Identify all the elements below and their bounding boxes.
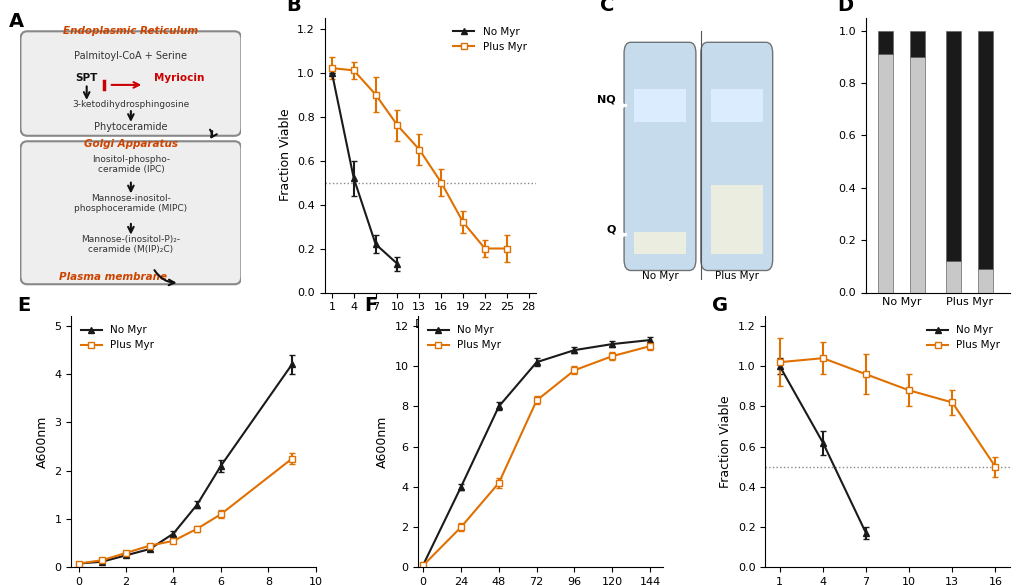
Text: Q: Q [606, 224, 615, 234]
Text: 3-ketodihydrosphingosine: 3-ketodihydrosphingosine [72, 100, 190, 109]
Text: G: G [711, 296, 728, 315]
Bar [877, 54, 893, 292]
Text: Myriocin: Myriocin [154, 73, 205, 82]
Text: C: C [599, 0, 613, 15]
Legend: No Myr, Plus Myr: No Myr, Plus Myr [448, 23, 530, 56]
Text: Plus Myr: Plus Myr [714, 271, 758, 281]
FancyBboxPatch shape [624, 42, 695, 270]
Bar [977, 30, 993, 269]
Text: Golgi Apparatus: Golgi Apparatus [84, 139, 177, 149]
Bar [877, 30, 893, 54]
Text: F: F [365, 296, 377, 315]
FancyBboxPatch shape [710, 89, 762, 122]
Bar [946, 30, 961, 261]
Y-axis label: A600nm: A600nm [376, 415, 388, 468]
Text: Plasma membrane: Plasma membrane [59, 271, 167, 281]
Bar [909, 30, 924, 57]
Text: Mannose-(inositol-P)₂-
ceramide (M(IP)₂C): Mannose-(inositol-P)₂- ceramide (M(IP)₂C… [82, 235, 180, 254]
Text: Inositol-phospho-
ceramide (IPC): Inositol-phospho- ceramide (IPC) [92, 155, 170, 174]
X-axis label: Days: Days [415, 318, 445, 331]
Bar [909, 57, 924, 292]
Y-axis label: A600nm: A600nm [36, 415, 49, 468]
FancyBboxPatch shape [633, 89, 686, 122]
Legend: No Myr, Plus Myr: No Myr, Plus Myr [76, 321, 158, 355]
Text: Phytoceramide: Phytoceramide [94, 122, 167, 132]
Text: E: E [17, 296, 31, 315]
Legend: No Myr, Plus Myr: No Myr, Plus Myr [922, 321, 1004, 355]
Y-axis label: Fraction Viable: Fraction Viable [278, 109, 291, 201]
Text: D: D [836, 0, 852, 15]
Text: NQ: NQ [597, 95, 615, 105]
Bar [946, 261, 961, 292]
Text: A: A [9, 12, 24, 31]
Text: Palmitoyl-CoA + Serine: Palmitoyl-CoA + Serine [74, 50, 187, 60]
FancyBboxPatch shape [710, 185, 762, 254]
FancyBboxPatch shape [700, 42, 772, 270]
Legend: □ NQ cells, ■ Q cells: □ NQ cells, ■ Q cells [863, 368, 1011, 384]
Text: No Myr: No Myr [641, 271, 678, 281]
Text: Endoplasmic Reticulum: Endoplasmic Reticulum [63, 26, 199, 36]
Text: SPT: SPT [75, 73, 98, 82]
Y-axis label: Fraction Viable: Fraction Viable [718, 395, 732, 488]
FancyBboxPatch shape [20, 142, 242, 284]
Text: Mannose-inositol-
phosphoceramide (MIPC): Mannose-inositol- phosphoceramide (MIPC) [74, 194, 187, 213]
FancyBboxPatch shape [20, 32, 242, 136]
Legend: No Myr, Plus Myr: No Myr, Plus Myr [423, 321, 504, 355]
Text: B: B [286, 0, 301, 15]
Bar [977, 269, 993, 292]
FancyBboxPatch shape [633, 232, 686, 254]
